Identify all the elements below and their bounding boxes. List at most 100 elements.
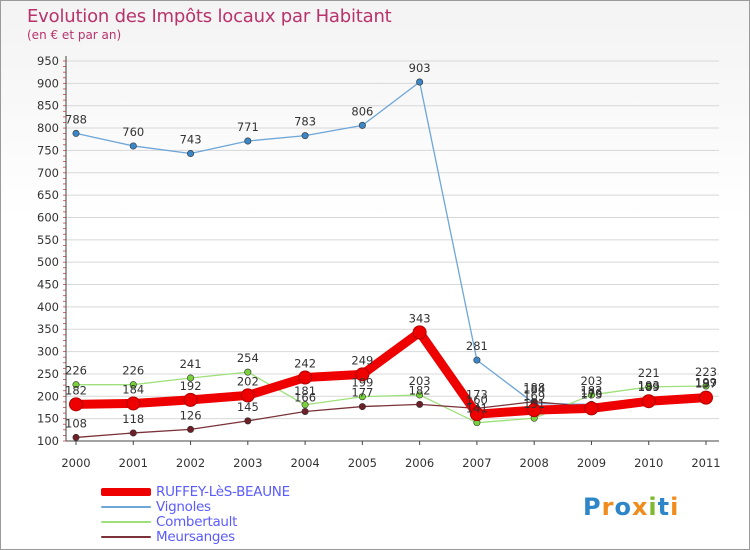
data-label: 177 (351, 386, 373, 400)
data-label: 199 (695, 376, 717, 390)
data-label: 199 (351, 376, 373, 390)
data-point (69, 397, 83, 412)
data-label: 189 (638, 380, 660, 394)
y-tick-label: 850 (37, 99, 59, 113)
data-label: 182 (409, 383, 431, 397)
data-label: 189 (638, 380, 660, 394)
logo-letter: i (648, 493, 658, 521)
x-tick-label: 2003 (233, 456, 262, 470)
data-point (126, 396, 141, 411)
x-tick-label: 2009 (577, 456, 606, 470)
data-point (469, 407, 484, 422)
data-label: 203 (580, 374, 602, 388)
data-point (587, 391, 595, 399)
x-tick-label: 2004 (290, 456, 319, 470)
data-point (240, 388, 255, 403)
x-tick-label: 2010 (634, 456, 663, 470)
data-point (244, 368, 252, 376)
proxiti-logo: Proxiti (583, 493, 679, 521)
data-point (187, 425, 195, 433)
legend-swatch-vignoles (101, 506, 151, 508)
chart-legend: RUFFEY-LèS-BEAUNE Vignoles Combertault M… (101, 484, 401, 545)
data-label: 176 (580, 386, 602, 400)
x-tick-label: 2006 (405, 456, 434, 470)
data-point (72, 433, 80, 441)
data-label: 145 (237, 400, 259, 414)
x-tick-label: 2011 (691, 456, 720, 470)
x-tick-label: 2005 (348, 456, 377, 470)
data-point (129, 142, 137, 150)
data-label: 771 (237, 120, 259, 134)
data-point (699, 390, 713, 405)
data-label: 806 (351, 104, 373, 118)
data-point (584, 401, 599, 416)
y-tick-label: 600 (37, 210, 59, 224)
y-tick-label: 100 (37, 434, 59, 448)
data-label: 783 (294, 115, 316, 129)
y-tick-label: 550 (37, 233, 59, 247)
data-point (527, 403, 542, 418)
x-tick-label: 2001 (119, 456, 148, 470)
data-label: 184 (122, 382, 144, 396)
y-tick-label: 950 (37, 54, 59, 68)
logo-letter: x (631, 493, 649, 521)
data-label: 203 (409, 374, 431, 388)
data-label: 182 (65, 383, 87, 397)
data-point (72, 381, 80, 389)
data-point (358, 393, 366, 401)
y-tick-label: 350 (37, 322, 59, 336)
data-point (301, 132, 309, 140)
data-label: 242 (294, 357, 316, 371)
x-tick-label: 2007 (462, 456, 491, 470)
data-label: 788 (65, 112, 87, 126)
data-label: 182 (580, 383, 602, 397)
y-tick-label: 400 (37, 300, 59, 314)
series-line-ruffey-l-s-beaune (71, 327, 711, 419)
data-point (702, 382, 710, 390)
data-label: 221 (638, 366, 660, 380)
logo-letter: t (657, 493, 671, 521)
data-point (358, 403, 366, 411)
y-tick-label: 700 (37, 166, 59, 180)
data-label: 108 (65, 416, 87, 430)
legend-swatch-ruffey (101, 488, 151, 496)
data-label: 188 (523, 381, 545, 395)
data-point (473, 356, 481, 364)
data-label: 197 (695, 377, 717, 391)
data-point (298, 370, 313, 385)
legend-label-meursanges: Meursanges (156, 529, 235, 545)
logo-letter: r (601, 493, 615, 521)
logo-letter: o (614, 493, 632, 521)
y-tick-label: 200 (37, 389, 59, 403)
legend-label-combertault: Combertault (156, 514, 238, 530)
y-tick-label: 900 (37, 76, 59, 90)
data-point (301, 407, 309, 415)
data-label: 160 (466, 393, 488, 407)
chart-subtitle: (en € et par an) (27, 28, 122, 42)
y-tick-label: 650 (37, 188, 59, 202)
data-label: 118 (122, 412, 144, 426)
data-label: 903 (409, 61, 431, 75)
data-label: 197 (695, 377, 717, 391)
x-tick-label: 2002 (176, 456, 205, 470)
legend-item-combertault: Combertault (101, 514, 401, 530)
data-point (416, 391, 424, 399)
legend-swatch-meursanges (101, 536, 151, 538)
y-tick-label: 800 (37, 121, 59, 135)
data-point (355, 367, 370, 382)
data-point (416, 400, 424, 408)
y-tick-label: 450 (37, 278, 59, 292)
data-label: 760 (122, 125, 144, 139)
data-label: 226 (122, 364, 144, 378)
data-point (129, 381, 137, 389)
data-point (244, 417, 252, 425)
data-label: 343 (409, 311, 431, 325)
logo-letter: P (583, 493, 602, 521)
data-point (412, 325, 427, 340)
data-label: 151 (523, 397, 545, 411)
data-label: 241 (180, 357, 202, 371)
data-point (358, 121, 366, 129)
chart-title: Evolution des Impôts locaux par Habitant (27, 6, 392, 27)
data-point (72, 129, 80, 137)
